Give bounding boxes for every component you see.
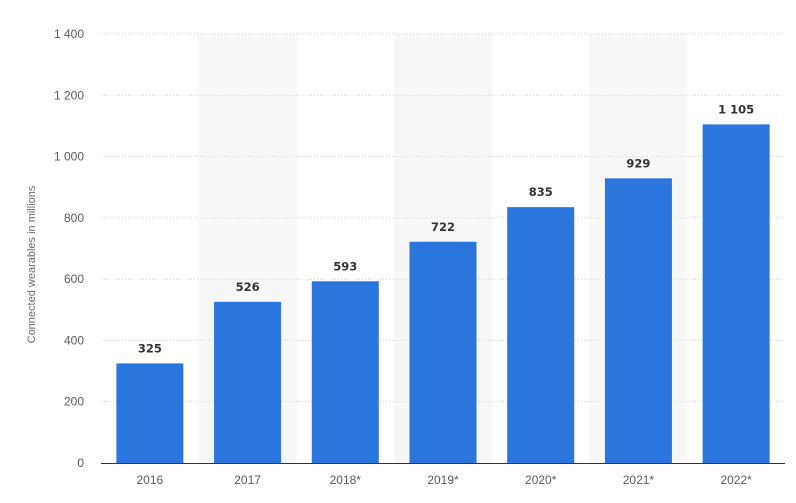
bar-2018* — [311, 281, 379, 463]
y-axis-ticks: 0 200 400 600 800 1 000 1 200 1 400 — [54, 27, 84, 470]
y-tick-label: 600 — [64, 272, 84, 286]
y-tick-label: 200 — [64, 395, 84, 409]
x-tick-label: 2020* — [525, 473, 557, 487]
bar-2021* — [604, 178, 672, 463]
x-tick-label: 2022* — [720, 473, 752, 487]
bar-2022* — [702, 124, 770, 464]
y-tick-label: 400 — [64, 333, 84, 347]
y-tick-label: 1 200 — [54, 88, 84, 102]
bar-2019* — [409, 241, 477, 463]
bar-2017 — [214, 301, 282, 463]
data-label: 722 — [431, 220, 455, 234]
y-axis-title: Connected wearables in millions — [26, 185, 38, 343]
bar-2016 — [116, 363, 184, 463]
y-tick-label: 0 — [77, 456, 84, 470]
bar-2020* — [507, 207, 575, 463]
bars — [116, 124, 770, 464]
data-label: 593 — [333, 259, 357, 273]
x-tick-label: 2018* — [330, 473, 362, 487]
x-tick-label: 2021* — [623, 473, 655, 487]
data-labels: 325 526 593 722 835 929 1 105 — [138, 102, 754, 355]
y-tick-label: 1 400 — [54, 27, 84, 41]
x-tick-label: 2019* — [427, 473, 459, 487]
data-label: 929 — [626, 156, 650, 170]
data-label: 1 105 — [718, 102, 754, 116]
y-tick-label: 1 000 — [54, 150, 84, 164]
data-label: 325 — [138, 341, 162, 355]
x-axis-ticks: 2016 2017 2018* 2019* 2020* 2021* 2022* — [137, 473, 753, 487]
data-label: 835 — [529, 185, 553, 199]
y-tick-label: 800 — [64, 211, 84, 225]
data-label: 526 — [236, 280, 260, 294]
x-tick-label: 2016 — [137, 473, 164, 487]
x-tick-label: 2017 — [234, 473, 261, 487]
